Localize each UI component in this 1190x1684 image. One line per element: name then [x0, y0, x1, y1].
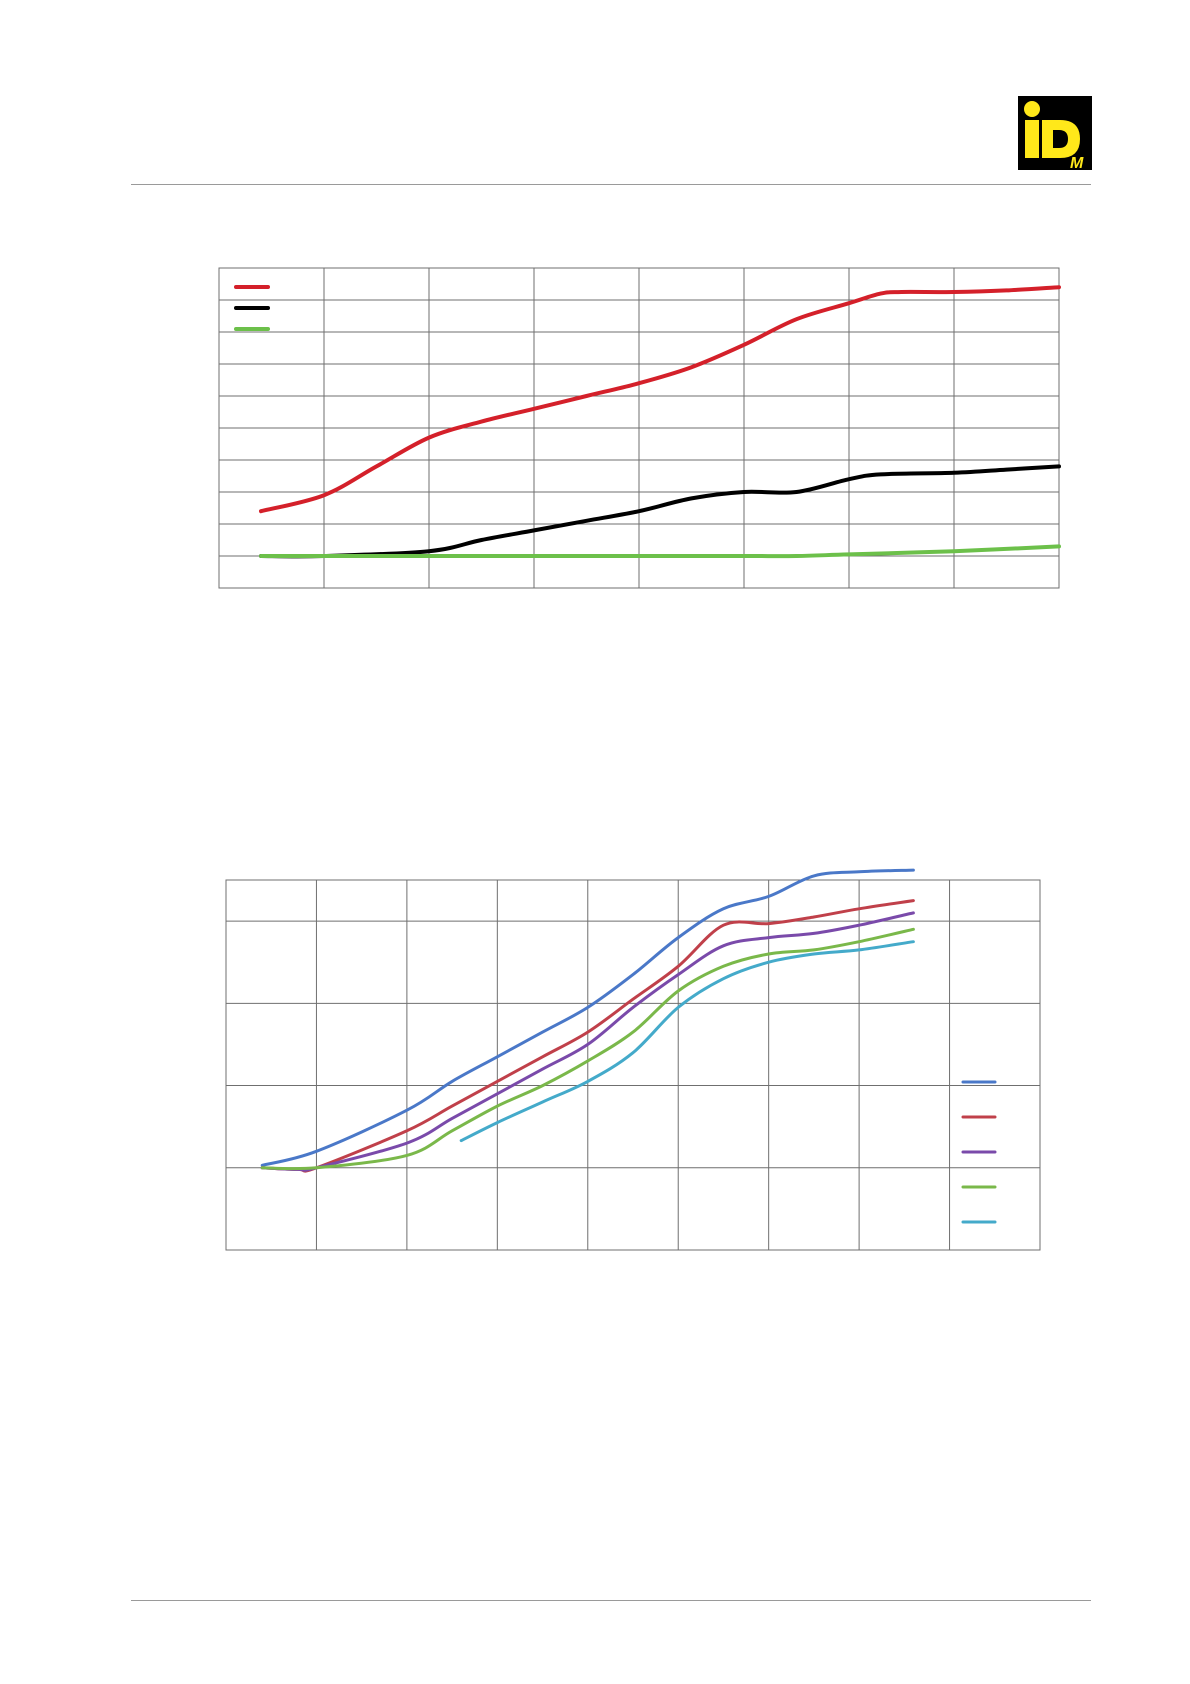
legend [234, 285, 270, 331]
logo-i-stem [1025, 120, 1039, 158]
series-lines [260, 868, 915, 1173]
header-rule [131, 184, 1091, 185]
series-line-3 [259, 544, 1061, 559]
legend [961, 1080, 997, 1224]
line-chart-bottom [225, 868, 1041, 1251]
idm-logo: M [1018, 96, 1092, 170]
series-lines [259, 285, 1061, 559]
series-line-3 [260, 911, 915, 1172]
plot-area [225, 879, 1041, 1251]
series-line-5 [459, 940, 915, 1143]
line-chart-top [218, 267, 1061, 589]
series-line-1 [260, 868, 915, 1167]
gridlines [219, 268, 1059, 588]
series-line-1 [259, 285, 1061, 514]
gridlines [226, 880, 1040, 1250]
logo-dot [1024, 101, 1040, 117]
footer-rule [131, 1600, 1091, 1601]
logo-d-letter [1042, 120, 1080, 158]
series-line-2 [260, 899, 915, 1173]
series-line-4 [260, 927, 915, 1171]
logo-m-letter: M [1070, 155, 1084, 170]
series-line-2 [259, 464, 1061, 559]
